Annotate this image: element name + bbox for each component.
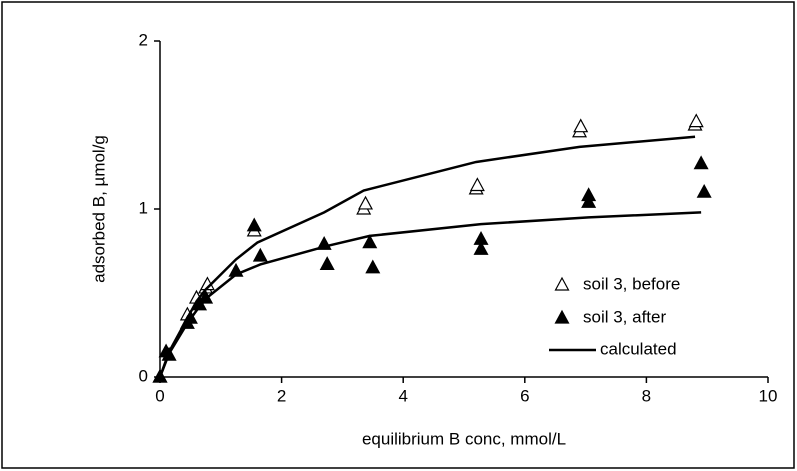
open-triangle: [573, 118, 589, 133]
y-tick-label: 2: [139, 30, 148, 49]
filled-triangle: [362, 234, 378, 249]
x-tick-label: 2: [277, 386, 286, 405]
filled-triangle: [365, 259, 381, 274]
y-tick-label: 1: [139, 198, 148, 217]
legend-marker: [554, 276, 570, 291]
filled-triangle: [252, 247, 268, 262]
filled-triangle: [581, 194, 597, 208]
calculated-line: [158, 135, 696, 378]
filled-triangle: [473, 241, 489, 255]
x-tick-label: 8: [642, 386, 651, 405]
filled-triangle: [246, 217, 262, 232]
calculated-line: [158, 211, 702, 378]
y-tick-label: 0: [139, 366, 148, 385]
legend-marker: [554, 309, 570, 324]
filled-triangle: [693, 155, 709, 170]
x-tick-label: 6: [520, 386, 529, 405]
x-tick-label: 4: [398, 386, 407, 405]
filled-triangle: [319, 256, 335, 271]
open-triangle: [688, 113, 704, 128]
x-tick-label: 10: [759, 386, 778, 405]
open-triangle: [357, 195, 374, 210]
legend-label: soil 3, before: [583, 274, 680, 293]
legend-label: soil 3, after: [583, 307, 666, 326]
x-axis-title: equilibrium B conc, mmol/L: [362, 429, 566, 448]
filled-triangle: [696, 183, 712, 198]
open-triangle: [469, 177, 485, 192]
x-tick-label: 0: [155, 386, 164, 405]
legend-label: calculated: [600, 339, 677, 358]
y-axis-title: adsorbed B, µmol/g: [89, 135, 108, 283]
